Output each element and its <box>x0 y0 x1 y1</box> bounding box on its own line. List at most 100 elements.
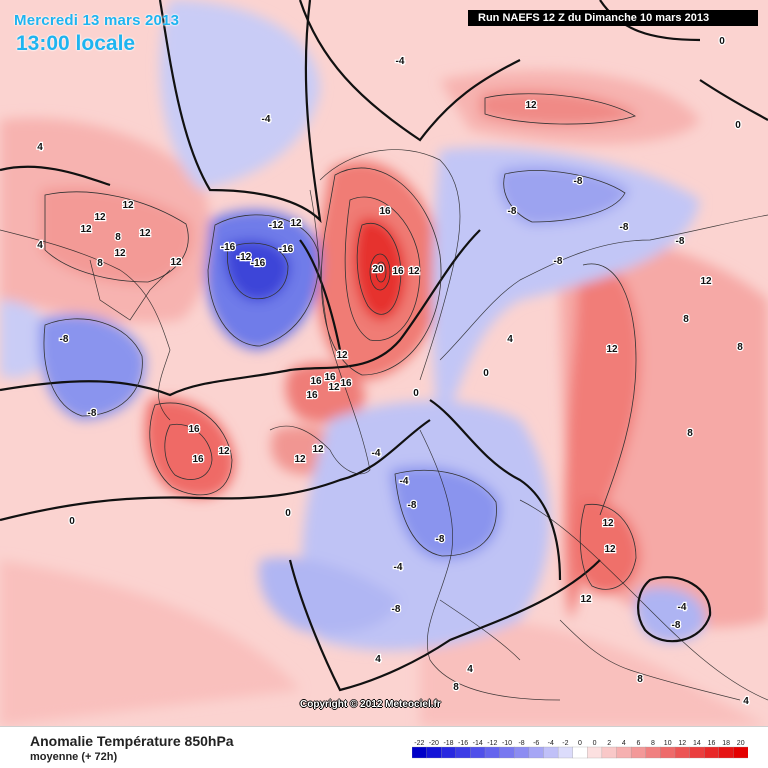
contour-label: -8 <box>88 408 97 419</box>
forecast-date: Mercredi 13 mars 2013 <box>14 12 180 29</box>
legend-tick-label: -14 <box>473 740 483 747</box>
contour-label: -4 <box>372 448 381 459</box>
contour-label: 8 <box>687 428 693 439</box>
legend-tick-label: 4 <box>622 740 626 747</box>
legend-swatch <box>499 746 515 759</box>
legend-tick-label: -4 <box>548 740 554 747</box>
legend-swatch <box>412 746 428 759</box>
contour-label: -8 <box>574 176 583 187</box>
legend-swatch <box>484 746 501 759</box>
legend-swatch <box>733 746 748 759</box>
legend-swatch <box>455 746 471 759</box>
contour-label: 8 <box>737 342 743 353</box>
legend-swatch <box>587 746 603 759</box>
contour-label: 16 <box>188 424 200 435</box>
legend-swatch <box>674 746 691 759</box>
contour-label: 12 <box>408 266 420 277</box>
contour-label: 0 <box>285 508 291 519</box>
contour-label: -8 <box>436 534 445 545</box>
contour-label: -4 <box>400 476 409 487</box>
contour-label: -4 <box>262 114 271 125</box>
contour-label: -8 <box>60 334 69 345</box>
legend-swatch <box>543 746 559 759</box>
legend-tick-label: -8 <box>518 740 524 747</box>
contour-label: 16 <box>324 372 336 383</box>
model-run-info: Run NAEFS 12 Z du Dimanche 10 mars 2013 <box>468 10 758 26</box>
contour-label: 12 <box>218 446 230 457</box>
contour-label: 4 <box>37 142 43 153</box>
contour-label: 0 <box>413 388 419 399</box>
contour-label: 12 <box>114 248 126 259</box>
contour-label: 12 <box>312 444 324 455</box>
contour-label: -8 <box>392 604 401 615</box>
contour-label: -8 <box>620 222 629 233</box>
legend-tick-label: 18 <box>722 740 730 747</box>
contour-label: 12 <box>170 257 182 268</box>
contour-label: 8 <box>115 232 121 243</box>
contour-label: 12 <box>139 228 151 239</box>
legend-tick-label: 6 <box>636 740 640 747</box>
legend-tick-label: 20 <box>737 740 745 747</box>
zero-contours <box>0 0 768 692</box>
contour-label: 12 <box>122 200 134 211</box>
map-footer: Anomalie Température 850hPa moyenne (+ 7… <box>0 726 768 768</box>
legend-tick-label: -20 <box>429 740 439 747</box>
legend-swatch <box>514 746 530 759</box>
legend-swatch <box>426 746 442 759</box>
contour-label: -16 <box>221 242 236 253</box>
legend-tick-label: -12 <box>487 740 497 747</box>
contour-label: 16 <box>379 206 391 217</box>
contour-label: 0 <box>69 516 75 527</box>
map-subtitle: moyenne (+ 72h) <box>30 751 118 763</box>
contour-label: 16 <box>392 266 404 277</box>
legend-tick-label: -2 <box>562 740 568 747</box>
thin-contours <box>43 93 637 590</box>
contour-label: 12 <box>700 276 712 287</box>
legend-tick-label: -16 <box>458 740 468 747</box>
legend-tick-label: -10 <box>502 740 512 747</box>
contour-label: 12 <box>580 594 592 605</box>
contour-label: 12 <box>604 544 616 555</box>
legend-swatch <box>704 746 720 759</box>
contour-label: 12 <box>94 212 106 223</box>
legend-tick-label: -22 <box>414 740 424 747</box>
contour-label: 16 <box>340 378 352 389</box>
contour-label: 4 <box>743 696 749 707</box>
legend-swatch <box>630 746 647 759</box>
contour-label: -4 <box>678 602 687 613</box>
contour-label: 8 <box>637 674 643 685</box>
contour-label: -8 <box>676 236 685 247</box>
legend-swatch <box>616 746 632 759</box>
contour-label: 0 <box>735 120 741 131</box>
contour-label: 12 <box>336 350 348 361</box>
legend-swatch <box>572 746 588 759</box>
legend-tick-label: 0 <box>593 740 597 747</box>
legend-tick-label: 12 <box>678 740 686 747</box>
contour-label: 20 <box>372 264 384 275</box>
legend-swatch <box>718 746 734 759</box>
legend-swatch <box>660 746 676 759</box>
legend-swatch <box>557 746 574 759</box>
legend-tick-label: 2 <box>607 740 611 747</box>
contour-label: -8 <box>508 206 517 217</box>
map-title: Anomalie Température 850hPa <box>30 733 234 749</box>
contour-label: 16 <box>192 454 204 465</box>
legend-tick-label: 10 <box>664 740 672 747</box>
contour-label: 12 <box>525 100 537 111</box>
contour-label: 12 <box>294 454 306 465</box>
legend-swatch <box>689 746 705 759</box>
contour-label: 16 <box>310 376 322 387</box>
contour-label: 12 <box>290 218 302 229</box>
contour-label: -12 <box>269 220 284 231</box>
contour-label: 12 <box>602 518 614 529</box>
contour-label: 8 <box>453 682 459 693</box>
contour-label: 8 <box>97 258 103 269</box>
legend-swatch <box>441 746 457 759</box>
contour-label: 4 <box>507 334 513 345</box>
contour-label: -8 <box>554 256 563 267</box>
legend-swatch <box>601 746 617 759</box>
contour-label: -16 <box>251 258 266 269</box>
contour-label: 4 <box>467 664 473 675</box>
